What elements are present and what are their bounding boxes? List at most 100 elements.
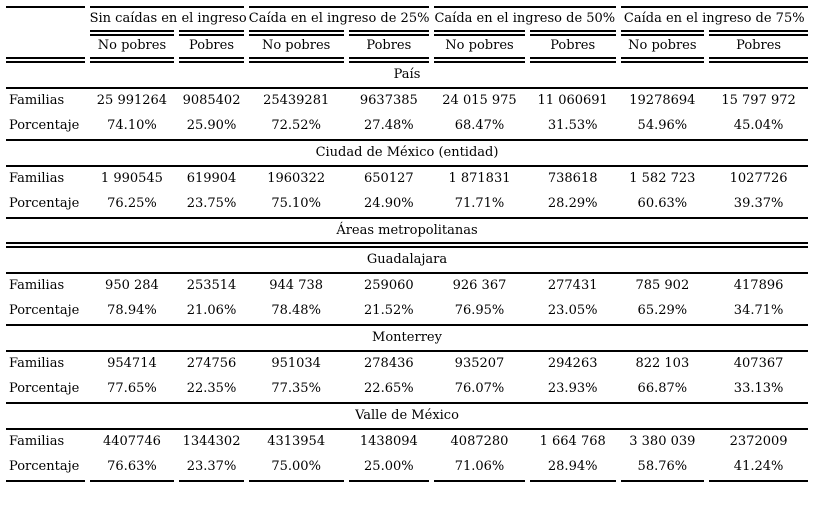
- value-cell: 78.94%: [107, 303, 157, 319]
- value-cell: 22.35%: [186, 381, 237, 397]
- row-label: Porcentaje: [9, 303, 80, 319]
- value-cell: 54.96%: [637, 117, 688, 133]
- section-row: Guadalajara: [6, 248, 808, 275]
- value-cell: 33.13%: [733, 381, 784, 397]
- value-cell: 65.29%: [637, 303, 688, 319]
- value-cell: 822 103: [635, 356, 690, 372]
- corner-cell: [6, 30, 85, 63]
- value-cell: 950 284: [105, 278, 159, 294]
- value-cell: 25439281: [263, 92, 330, 108]
- section-title: Áreas metropolitanas: [6, 216, 808, 249]
- data-row: Porcentaje 74.10% 25.90% 72.52% 27.48% 68.47%…: [6, 114, 808, 139]
- value-cell: 23.05%: [547, 303, 598, 319]
- value-cell: 75.00%: [248, 455, 344, 482]
- section-title: País: [6, 63, 808, 89]
- data-row: Familias 950 284 253514 944 738 259060 926 36…: [6, 274, 808, 299]
- col-group-header: Caída en el ingreso de 75%: [620, 6, 808, 30]
- value-cell: 76.25%: [107, 195, 157, 211]
- value-cell: 4087280: [450, 434, 509, 449]
- data-row: Porcentaje 78.94% 21.06% 78.48% 21.52% 76.95%…: [6, 299, 808, 324]
- value-cell: 417896: [733, 278, 784, 294]
- value-cell: 74.10%: [107, 117, 157, 133]
- value-cell: 738618: [547, 170, 598, 186]
- row-label: Familias: [9, 92, 65, 108]
- sub-header: Pobres: [348, 29, 430, 63]
- value-cell: 9085402: [182, 92, 241, 108]
- value-cell: 77.65%: [107, 381, 157, 397]
- value-cell: 407367: [733, 356, 784, 372]
- section-title: Valle de México: [6, 402, 808, 430]
- value-cell: 71.06%: [434, 455, 525, 482]
- value-cell: 77.35%: [271, 381, 321, 397]
- value-cell: 3 380 039: [629, 434, 696, 449]
- value-cell: 76.95%: [454, 303, 505, 319]
- sub-header: Pobres: [179, 29, 244, 63]
- value-cell: 1344302: [182, 434, 241, 449]
- row-label: Porcentaje: [9, 381, 80, 397]
- value-cell: 21.06%: [186, 303, 237, 319]
- value-cell: 28.94%: [529, 455, 616, 482]
- row-label: Familias: [9, 278, 65, 294]
- value-cell: 45.04%: [733, 117, 784, 133]
- value-cell: 935207: [454, 356, 505, 372]
- value-cell: 24.90%: [364, 195, 414, 211]
- corner-cell: [6, 6, 85, 30]
- value-cell: 1 990545: [100, 170, 163, 186]
- value-cell: 25 991264: [96, 92, 168, 108]
- value-cell: 25.00%: [348, 455, 430, 482]
- sub-header-row: No pobres Pobres No pobres Pobres No pob…: [6, 29, 808, 63]
- data-row: Porcentaje 77.65% 22.35% 77.35% 22.65% 76.07%…: [6, 377, 808, 402]
- section-row: Áreas metropolitanas: [6, 216, 808, 249]
- col-group-header: Caída en el ingreso de 50%: [434, 6, 616, 30]
- section-row: País: [6, 63, 808, 89]
- value-cell: 1 664 768: [539, 434, 606, 449]
- value-cell: 66.87%: [637, 381, 688, 397]
- value-cell: 9637385: [359, 92, 418, 108]
- value-cell: 76.07%: [454, 381, 505, 397]
- value-cell: 2372009: [729, 434, 788, 449]
- poverty-income-table: Sin caídas en el ingreso Caída en el ing…: [1, 6, 813, 482]
- sub-header: No pobres: [89, 29, 175, 63]
- value-cell: 4407746: [102, 434, 161, 449]
- data-row: Familias 4407746 1344302 4313954 1438094 4087…: [6, 430, 808, 455]
- value-cell: 1438094: [359, 434, 418, 449]
- value-cell: 23.75%: [186, 195, 237, 211]
- value-cell: 24 015 975: [442, 92, 517, 108]
- value-cell: 60.63%: [637, 195, 688, 211]
- sub-header: No pobres: [248, 29, 344, 63]
- value-cell: 71.71%: [454, 195, 505, 211]
- row-label: Familias: [9, 434, 65, 449]
- row-label: Familias: [9, 356, 65, 372]
- value-cell: 75.10%: [271, 195, 321, 211]
- sub-header: Pobres: [709, 29, 808, 63]
- value-cell: 926 367: [452, 278, 507, 294]
- value-cell: 25.90%: [186, 117, 237, 133]
- section-title: Ciudad de México (entidad): [6, 138, 808, 167]
- value-cell: 785 902: [635, 278, 690, 294]
- value-cell: 28.29%: [547, 195, 598, 211]
- data-row: Porcentaje 76.25% 23.75% 75.10% 24.90% 71.71%…: [6, 192, 808, 217]
- value-cell: 954714: [107, 356, 157, 372]
- value-cell: 277431: [547, 278, 598, 294]
- section-row: Valle de México: [6, 402, 808, 430]
- value-cell: 78.48%: [271, 303, 321, 319]
- value-cell: 944 738: [269, 278, 324, 294]
- value-cell: 27.48%: [364, 117, 414, 133]
- value-cell: 294263: [547, 356, 598, 372]
- value-cell: 72.52%: [271, 117, 321, 133]
- value-cell: 68.47%: [454, 117, 505, 133]
- sub-header: Pobres: [529, 29, 616, 63]
- sub-header: No pobres: [434, 29, 525, 63]
- value-cell: 1 871831: [448, 170, 511, 186]
- section-title: Monterrey: [6, 324, 808, 353]
- value-cell: 1 582 723: [629, 170, 696, 186]
- value-cell: 22.65%: [364, 381, 414, 397]
- value-cell: 41.24%: [709, 455, 808, 482]
- value-cell: 23.37%: [179, 455, 244, 482]
- value-cell: 19278694: [629, 92, 696, 108]
- value-cell: 619904: [186, 170, 237, 186]
- value-cell: 1960322: [267, 170, 326, 186]
- col-group-header: Sin caídas en el ingreso: [89, 6, 247, 30]
- row-label: Porcentaje: [9, 117, 80, 133]
- value-cell: 15 797 972: [721, 92, 796, 108]
